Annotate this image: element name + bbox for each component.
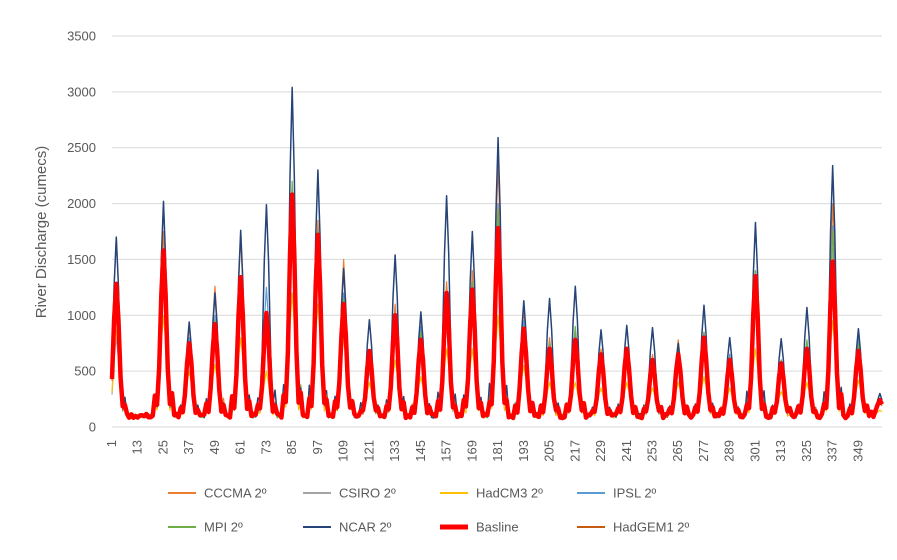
x-tick-277: 277: [696, 440, 711, 462]
legend: CCCMA 2º CSIRO 2º HadCM3 2º IPSL 2º MPI 2º NC…: [168, 486, 690, 535]
x-tick-157: 157: [439, 440, 454, 462]
x-tick-109: 109: [336, 440, 351, 462]
x-tick-229: 229: [593, 440, 608, 462]
x-tick-13: 13: [130, 440, 145, 454]
legend-item-6: Basline: [440, 520, 519, 535]
series-line-ncar-2-: [111, 86, 883, 419]
legend-label: CSIRO 2º: [339, 486, 396, 501]
x-tick-301: 301: [747, 440, 762, 462]
legend-item-5: NCAR 2º: [303, 520, 392, 535]
legend-item-7: HadGEM1 2º: [577, 520, 690, 535]
series-line-basline: [109, 192, 884, 421]
x-tick-337: 337: [825, 440, 840, 462]
x-tick-217: 217: [567, 440, 582, 462]
x-tick-205: 205: [542, 440, 557, 462]
legend-label: Basline: [476, 520, 519, 535]
legend-label: HadGEM1 2º: [613, 520, 690, 535]
y-tick-1000: 1000: [67, 308, 96, 323]
x-tick-labels: 1 13 25 37 49 61 73 85 97 109 121 133 145 157 169 181 19…: [104, 440, 865, 462]
x-tick-85: 85: [284, 440, 299, 454]
x-tick-289: 289: [722, 440, 737, 462]
legend-label: HadCM3 2º: [476, 486, 543, 501]
y-tick-0: 0: [89, 420, 96, 435]
x-tick-133: 133: [387, 440, 402, 462]
y-tick-2000: 2000: [67, 196, 96, 211]
x-tick-1: 1: [104, 440, 119, 447]
x-tick-121: 121: [361, 440, 376, 462]
y-tick-1500: 1500: [67, 252, 96, 267]
legend-label: CCCMA 2º: [204, 486, 267, 501]
x-tick-61: 61: [233, 440, 248, 454]
x-tick-97: 97: [310, 440, 325, 454]
x-tick-49: 49: [207, 440, 222, 454]
x-tick-25: 25: [155, 440, 170, 454]
x-tick-181: 181: [490, 440, 505, 462]
x-tick-325: 325: [799, 440, 814, 462]
legend-label: NCAR 2º: [339, 520, 392, 535]
x-tick-193: 193: [516, 440, 531, 462]
x-tick-169: 169: [464, 440, 479, 462]
legend-item-4: MPI 2º: [168, 520, 243, 535]
x-tick-265: 265: [670, 440, 685, 462]
legend-item-0: CCCMA 2º: [168, 486, 267, 501]
legend-label: IPSL 2º: [613, 486, 657, 501]
series-lines: [109, 86, 884, 421]
y-tick-3000: 3000: [67, 84, 96, 99]
legend-item-3: IPSL 2º: [577, 486, 657, 501]
y-tick-labels: 0 500 1000 1500 2000 2500 3000 3500: [67, 29, 96, 435]
x-tick-349: 349: [850, 440, 865, 462]
y-tick-500: 500: [74, 364, 96, 379]
y-tick-3500: 3500: [67, 29, 96, 44]
y-tick-2500: 2500: [67, 140, 96, 155]
x-tick-37: 37: [181, 440, 196, 454]
x-tick-313: 313: [773, 440, 788, 462]
x-tick-73: 73: [258, 440, 273, 454]
y-axis-title: River Discharge (cumecs): [33, 146, 50, 319]
legend-item-2: HadCM3 2º: [440, 486, 543, 501]
legend-label: MPI 2º: [204, 520, 243, 535]
x-tick-241: 241: [619, 440, 634, 462]
x-tick-145: 145: [413, 440, 428, 462]
x-tick-253: 253: [645, 440, 660, 462]
legend-item-1: CSIRO 2º: [303, 486, 396, 501]
